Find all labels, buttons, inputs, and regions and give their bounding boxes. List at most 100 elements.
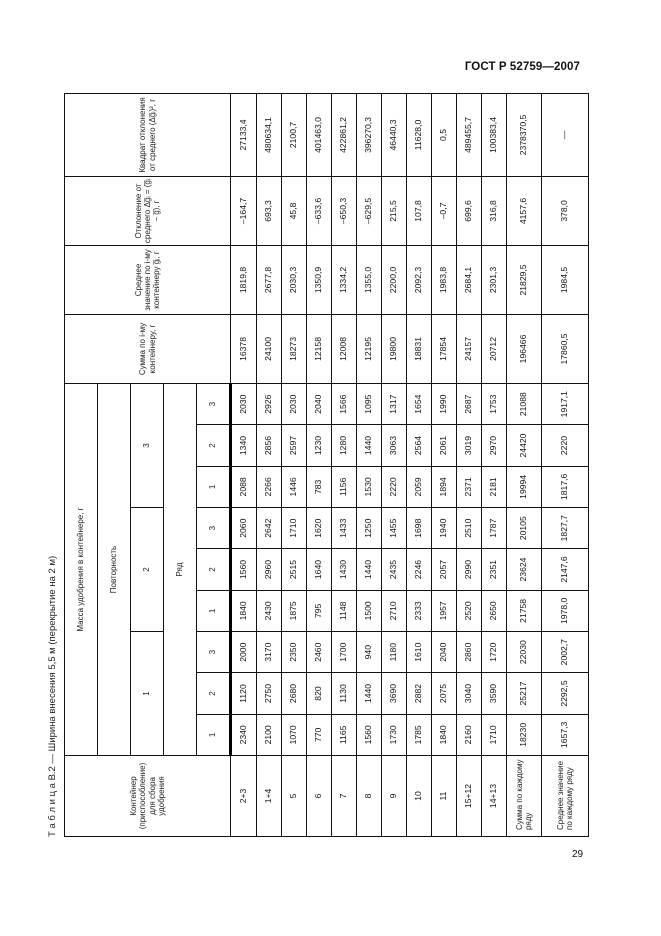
mass-cell: 24420	[506, 424, 542, 467]
mass-cell: 820	[306, 672, 332, 715]
mass-cell: 1230	[306, 424, 332, 467]
mass-cell: 1250	[356, 507, 382, 549]
mass-cell: 2059	[406, 466, 432, 508]
mass-cell: 1990	[431, 383, 457, 425]
container-cell: 8	[356, 755, 382, 837]
mass-cell: 2371	[456, 466, 482, 508]
header-row-number: 2	[196, 424, 231, 467]
square-cell: 489455,7	[456, 93, 482, 177]
mass-cell: 2960	[256, 548, 282, 591]
mass-cell: 21088	[506, 383, 542, 425]
mass-cell: 770	[306, 714, 332, 756]
deviation-cell: 316,8	[481, 176, 507, 246]
header-row-number: 2	[196, 548, 231, 591]
table-row: 2+3 2340 1120 2000 1840 1560 2060 2088 1340 2030 1…	[230, 93, 257, 837]
mass-cell: 1430	[331, 548, 357, 591]
mass-cell: 1875	[281, 590, 307, 632]
mass-cell: 1440	[356, 672, 382, 715]
mass-cell: 1095	[356, 383, 382, 425]
header-repetition: Повторность	[97, 383, 131, 756]
mean-cell: 2030,3	[281, 245, 307, 315]
mass-cell: 1640	[306, 548, 332, 591]
mass-cell: 2061	[431, 424, 457, 467]
container-cell: 11	[431, 755, 457, 837]
mass-cell: 2650	[481, 590, 507, 632]
mass-cell: 1657,3	[541, 714, 589, 756]
mass-cell: 1280	[331, 424, 357, 467]
square-cell: 11628,0	[406, 93, 432, 177]
mass-cell: 783	[306, 466, 332, 508]
mass-cell: 2340	[230, 714, 257, 756]
mass-cell: 2160	[456, 714, 482, 756]
mass-cell: 1440	[356, 548, 382, 591]
square-cell: 100383,4	[481, 93, 507, 177]
mass-cell: 2075	[431, 672, 457, 715]
mass-cell: 1148	[331, 590, 357, 632]
mass-cell: 2460	[306, 631, 332, 673]
square-cell: 2100,7	[281, 93, 307, 177]
header-square: Квадрат отклонения от среднего (Δg̅ᵢ)², …	[64, 93, 231, 177]
table-row: 10 1785 2882 1610 2333 2246 1698 2059 2564 1654 18…	[406, 93, 432, 837]
sum-cell: 19800	[381, 314, 407, 384]
container-cell: 10	[406, 755, 432, 837]
mass-cell: 1710	[281, 507, 307, 549]
mass-cell: 2856	[256, 424, 282, 467]
mass-cell: 3690	[381, 672, 407, 715]
page-number: 29	[572, 849, 584, 860]
rotated-table-block: Т а б л и ц а В.2 — Ширина внесения 5,5 …	[47, 93, 589, 837]
mass-cell: 1753	[481, 383, 507, 425]
table-row: 7 1165 1130 1700 1148 1430 1433 1156 1280 1566 120…	[331, 93, 357, 837]
mass-cell: 1698	[406, 507, 432, 549]
mass-cell: 3019	[456, 424, 482, 467]
mean-cell: 2677,8	[256, 245, 282, 315]
mass-cell: 1710	[481, 714, 507, 756]
mass-cell: 2564	[406, 424, 432, 467]
square-cell: 27133,4	[230, 93, 257, 177]
header-mass: Масса удобрения в контейнере, г	[64, 383, 98, 756]
header-repetition-number: 1	[130, 631, 164, 756]
deviation-cell: 378,0	[541, 176, 589, 246]
mass-cell: 1610	[406, 631, 432, 673]
mass-cell: 3040	[456, 672, 482, 715]
mass-cell: 1978,0	[541, 590, 589, 632]
mass-cell: 2057	[431, 548, 457, 591]
square-cell: 396270,3	[356, 93, 382, 177]
table-row: 11 1840 2075 2040 1957 2057 1940 1894 2061 1990 17…	[431, 93, 457, 837]
mass-cell: 2882	[406, 672, 432, 715]
table-row: 9 1730 3690 1180 2710 2435 1455 2220 3063 1317 198…	[381, 93, 407, 837]
mass-cell: 2680	[281, 672, 307, 715]
mean-cell: 21829,5	[506, 245, 542, 315]
mass-cell: 3063	[381, 424, 407, 467]
data-table: Контейнер (приспособление) для сбора удо…	[64, 93, 589, 837]
mass-cell: 18230	[506, 714, 542, 756]
header-row-number: 3	[196, 507, 231, 549]
mass-cell: 2030	[281, 383, 307, 425]
mass-cell: 1130	[331, 672, 357, 715]
header-row-number: 3	[196, 631, 231, 673]
mass-cell: 1894	[431, 466, 457, 508]
sum-cell: 16378	[230, 314, 257, 384]
mass-cell: 2220	[541, 424, 589, 467]
container-cell: 9	[381, 755, 407, 837]
sum-cell: 24100	[256, 314, 282, 384]
mass-cell: 2750	[256, 672, 282, 715]
mass-cell: 2687	[456, 383, 482, 425]
table-row: 15+12 2160 3040 2860 2520 2990 2510 2371 3019 268…	[456, 93, 482, 837]
mean-cell: 1983,8	[431, 245, 457, 315]
mass-cell: 1165	[331, 714, 357, 756]
mass-cell: 2350	[281, 631, 307, 673]
mass-cell: 1720	[481, 631, 507, 673]
mean-cell: 2092,3	[406, 245, 432, 315]
deviation-cell: 699,6	[456, 176, 482, 246]
deviation-cell: –0,7	[431, 176, 457, 246]
header-mean: Среднее значение по i-му контейнеру g̅ᵢ,…	[64, 245, 231, 315]
sum-cell: 17854	[431, 314, 457, 384]
mass-cell: 2292,5	[541, 672, 589, 715]
mass-cell: 1840	[431, 714, 457, 756]
mass-cell: 1440	[356, 424, 382, 467]
header-deviation: Отклонение от среднего Δg̅ᵢ = (g̅ᵢ − g̅)…	[64, 176, 231, 246]
header-row-number: 1	[196, 714, 231, 756]
header-row-number: 1	[196, 466, 231, 508]
header-row-number: 2	[196, 672, 231, 715]
header-row-number: 1	[196, 590, 231, 632]
